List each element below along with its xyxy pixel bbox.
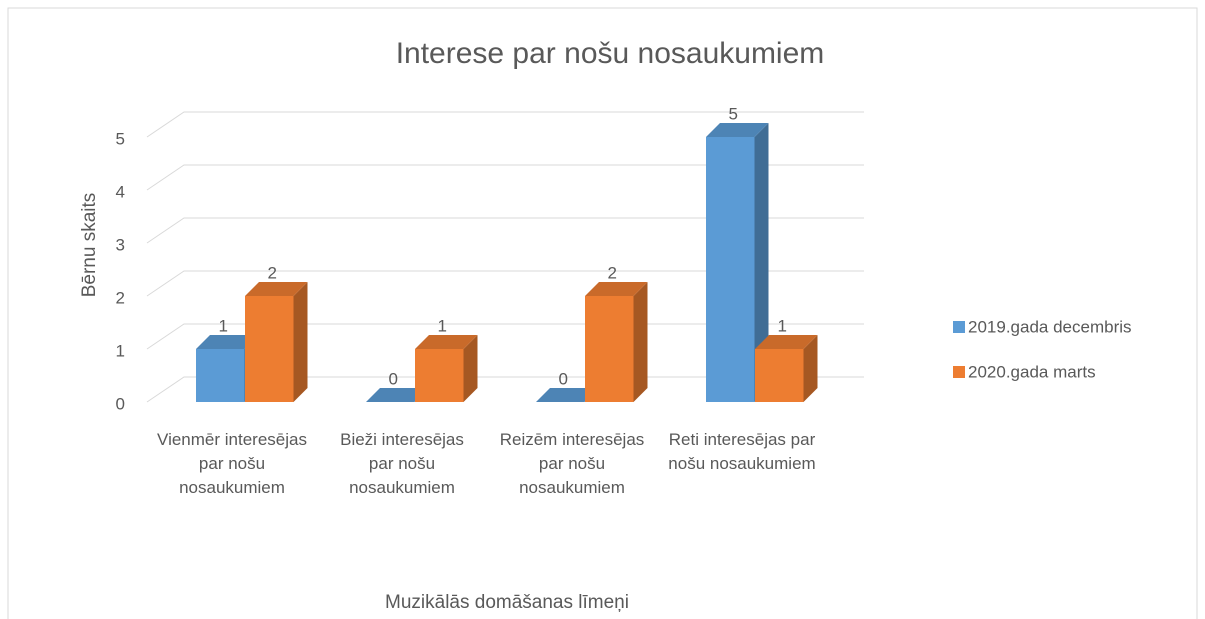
bar-side [293,282,308,402]
bar-top [245,282,308,296]
bar-top [415,335,478,349]
bar [245,296,294,402]
x-tick-label: Reti interesējas par nošu nosaukumiem [668,430,816,473]
data-label: 0 [559,369,568,388]
bar [415,349,464,402]
bar-top [706,123,769,137]
y-tick-label: 2 [116,288,125,307]
bar-top [585,282,648,296]
bar-side [803,335,818,402]
y-axis-title: Bērnu skaits [79,193,100,298]
data-label: 5 [729,104,738,123]
chart-frame [7,7,1198,619]
chart-title: Interese par nošu nosaukumiem [396,37,825,70]
bar [706,137,755,402]
data-label: 1 [438,316,447,335]
grid-line [146,111,864,138]
bar [196,349,245,402]
bar [755,349,804,402]
bar-top [536,388,599,402]
bar-top [196,335,259,349]
legend-label: 2020.gada marts [968,362,1096,381]
bar-top [366,388,429,402]
x-tick-label: Reizēm interesējas par nošu nosaukumiem [499,430,645,497]
grid-line [146,164,864,191]
data-label: 1 [219,316,228,335]
data-label: 2 [268,263,277,282]
x-axis-title: Muzikālās domāšanas līmeņi [385,592,629,613]
y-tick-label: 1 [116,341,125,360]
y-tick-label: 3 [116,235,125,254]
bar-side [463,335,478,402]
data-label: 1 [778,316,787,335]
bar-side [754,123,769,402]
grid-line [146,217,864,244]
bar-top [755,335,818,349]
legend-swatch [953,366,965,378]
x-tick-label: Bieži interesējas par nošu nosaukumiem [340,430,464,497]
y-tick-label: 0 [116,394,125,413]
y-tick-label: 5 [116,129,125,148]
legend-label: 2019.gada decembris [968,317,1132,336]
legend-swatch [953,321,965,333]
bar [585,296,634,402]
x-tick-label: Vienmēr interesējas par nošu nosaukumiem [157,430,307,497]
data-label: 2 [608,263,617,282]
grid-line [146,270,864,297]
data-label: 0 [389,369,398,388]
y-tick-label: 4 [116,182,125,201]
bar-side [633,282,648,402]
